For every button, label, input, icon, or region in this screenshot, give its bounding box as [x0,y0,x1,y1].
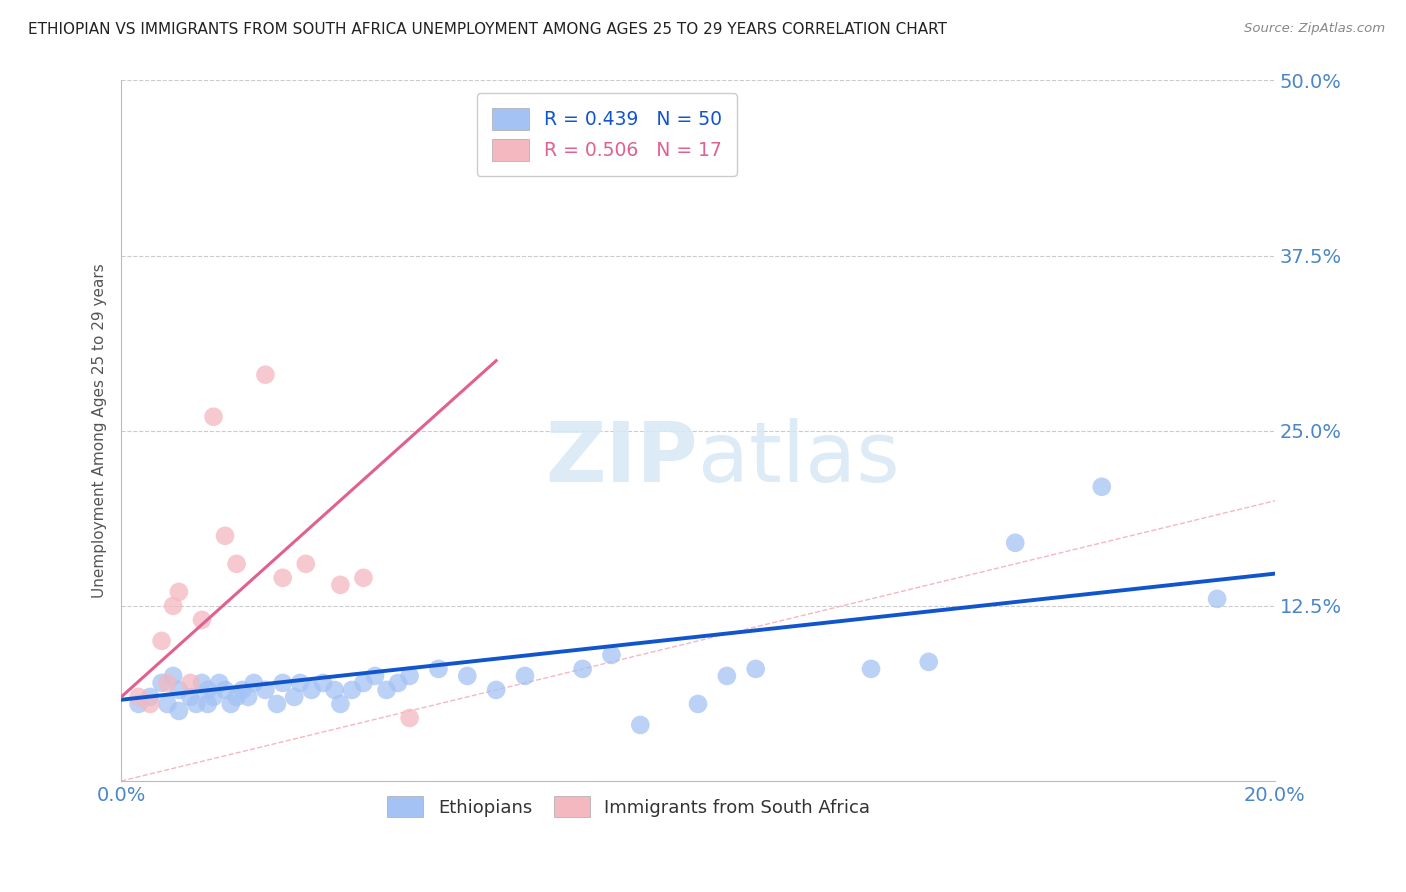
Point [191,676,214,690]
Point [312,676,335,690]
Point [128,690,150,704]
Point [225,557,247,571]
Point [219,697,242,711]
Point [600,648,623,662]
Point [271,571,294,585]
Point [387,676,409,690]
Point [716,669,738,683]
Point [340,682,363,697]
Point [485,682,508,697]
Point [179,690,201,704]
Point [214,529,236,543]
Point [628,718,651,732]
Point [364,669,387,683]
Point [398,711,420,725]
Point [186,697,208,711]
Point [162,669,184,683]
Point [744,662,766,676]
Point [353,571,375,585]
Point [139,690,162,704]
Point [197,697,219,711]
Point [456,669,478,683]
Point [156,697,179,711]
Point [266,697,288,711]
Point [513,669,536,683]
Point [191,613,214,627]
Text: ETHIOPIAN VS IMMIGRANTS FROM SOUTH AFRICA UNEMPLOYMENT AMONG AGES 25 TO 29 YEARS: ETHIOPIAN VS IMMIGRANTS FROM SOUTH AFRIC… [28,22,948,37]
Point [1206,591,1229,606]
Point [353,676,375,690]
Point [288,676,311,690]
Point [139,697,162,711]
Point [1091,480,1114,494]
Y-axis label: Unemployment Among Ages 25 to 29 years: Unemployment Among Ages 25 to 29 years [93,263,107,599]
Legend: Ethiopians, Immigrants from South Africa: Ethiopians, Immigrants from South Africa [380,789,877,824]
Text: Source: ZipAtlas.com: Source: ZipAtlas.com [1244,22,1385,36]
Point [571,662,593,676]
Text: ZIP: ZIP [546,418,697,500]
Point [427,662,450,676]
Point [225,690,247,704]
Point [156,676,179,690]
Point [167,585,190,599]
Point [179,676,201,690]
Point [294,557,316,571]
Point [860,662,883,676]
Point [329,697,352,711]
Point [167,682,190,697]
Point [254,682,277,697]
Point [329,578,352,592]
Point [301,682,323,697]
Point [271,676,294,690]
Point [236,690,259,704]
Point [254,368,277,382]
Point [150,633,173,648]
Text: atlas: atlas [697,418,900,500]
Point [128,697,150,711]
Point [1004,536,1026,550]
Point [162,599,184,613]
Point [202,690,225,704]
Point [202,409,225,424]
Point [375,682,398,697]
Point [918,655,941,669]
Point [231,682,253,697]
Point [208,676,231,690]
Point [197,682,219,697]
Point [323,682,346,697]
Point [398,669,420,683]
Point [214,682,236,697]
Point [243,676,266,690]
Point [686,697,709,711]
Point [150,676,173,690]
Point [167,704,190,718]
Point [283,690,305,704]
